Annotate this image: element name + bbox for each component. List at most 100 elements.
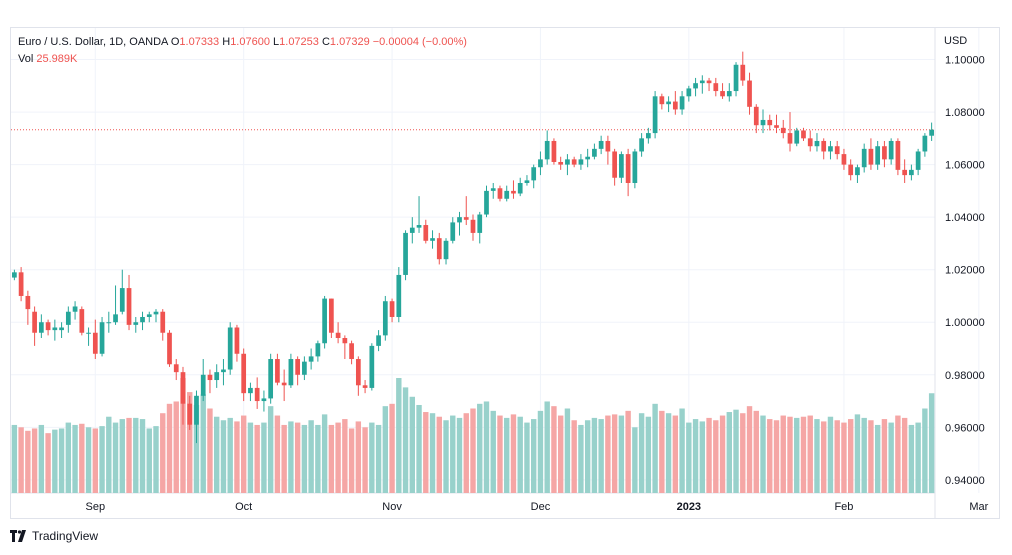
volume-bar [31,428,38,493]
volume-bar [719,415,726,493]
volume-bar [652,403,658,493]
candle-body [753,106,759,126]
candle-body [288,359,294,386]
volume-bar [578,424,584,493]
candle-body [693,83,698,89]
candle-body [490,188,496,191]
candle-body [747,80,752,107]
volume-bar [477,403,483,493]
volume-bar [767,419,773,493]
candle-body [733,64,739,92]
volume-bar [214,416,220,493]
candle-body [261,398,267,402]
volume-bar [443,420,449,493]
volume-bar [814,419,820,493]
price-tick-label: 0.98000 [945,370,985,382]
candle-body [551,140,557,162]
candle-body [52,327,58,331]
volume-bar [301,424,308,493]
volume-bar [234,421,240,493]
candle-body [173,364,179,373]
volume-bar [11,424,18,493]
volume-bar [564,408,571,493]
volume-bar [605,415,611,493]
volume-bar [618,415,625,493]
volume-bar [787,416,793,493]
volume-bar [247,422,254,493]
candle-body [929,129,934,136]
volume-bar [726,412,732,493]
candle-body [113,314,118,323]
candle-body [578,159,584,165]
candle-body [146,314,152,317]
candle-body [538,159,543,168]
volume-bar [146,428,152,493]
candle-body [376,335,381,346]
price-tick-label: 0.94000 [945,475,985,487]
candle-body [362,385,368,388]
volume-bar [706,417,712,493]
candlestick-chart[interactable]: 1.10000 1.08000 1.06000 1.04000 1.02000 1.000… [11,28,999,518]
candle-body [194,395,199,425]
volume-bar [321,414,328,493]
time-tick-label: Dec [531,501,551,513]
candle-body [497,188,503,199]
candle-body [672,101,678,110]
volume-bar [659,410,665,493]
candle-body [619,154,624,178]
volume-bar [436,416,442,493]
volume-bar [18,427,24,493]
volume-bar [773,420,780,493]
candle-body [659,96,665,105]
time-tick-label: Nov [382,501,402,513]
price-tick-label: 1.06000 [945,160,985,172]
candle-body [807,138,813,147]
candle-body [720,91,725,97]
candle-body [140,316,145,323]
volume-bar [187,392,193,493]
volume-bar [908,424,915,493]
volume-bar [551,406,557,493]
volume-bar [396,378,402,493]
volume-bar [881,419,888,493]
candle-body [774,125,779,128]
candle-body [639,138,644,152]
chart-frame: 1.10000 1.08000 1.06000 1.04000 1.02000 1.000… [10,27,1000,519]
candle-body [699,80,705,84]
volume-bar [139,419,146,493]
candle-body [652,96,658,134]
volume-bar [888,422,894,493]
volume-bar [240,415,247,493]
tradingview-logo-icon[interactable] [10,530,26,542]
volume-bar [854,414,861,493]
volume-bar [79,423,85,493]
candle-body [740,64,746,81]
brand-name[interactable]: TradingView [32,529,99,543]
volume-bar [416,404,422,493]
candle-body [430,238,435,241]
candle-body [295,359,301,375]
volume-bar [915,422,921,493]
candle-body [875,146,881,165]
candle-body [214,372,220,381]
change-value: −0.00004 (−0.00%) [372,36,467,48]
candle-body [814,140,820,147]
candle-body [207,374,213,381]
volume-bar [112,422,119,493]
volume-bar [524,422,530,493]
close-value: 1.07329 [329,36,370,48]
candle-body [686,88,692,97]
candle-body [436,238,442,260]
volume-bar [638,413,645,493]
volume-bar [847,419,854,493]
candle-body [416,225,422,228]
close-label: C [321,36,330,48]
candle-body [821,140,827,152]
candle-body [592,148,597,157]
candle-body [531,167,537,181]
volume-bar [625,410,631,493]
candle-body [25,295,31,310]
price-tick-label: 1.02000 [945,265,985,277]
volume-bar [342,419,348,493]
volume-bar [65,422,72,493]
